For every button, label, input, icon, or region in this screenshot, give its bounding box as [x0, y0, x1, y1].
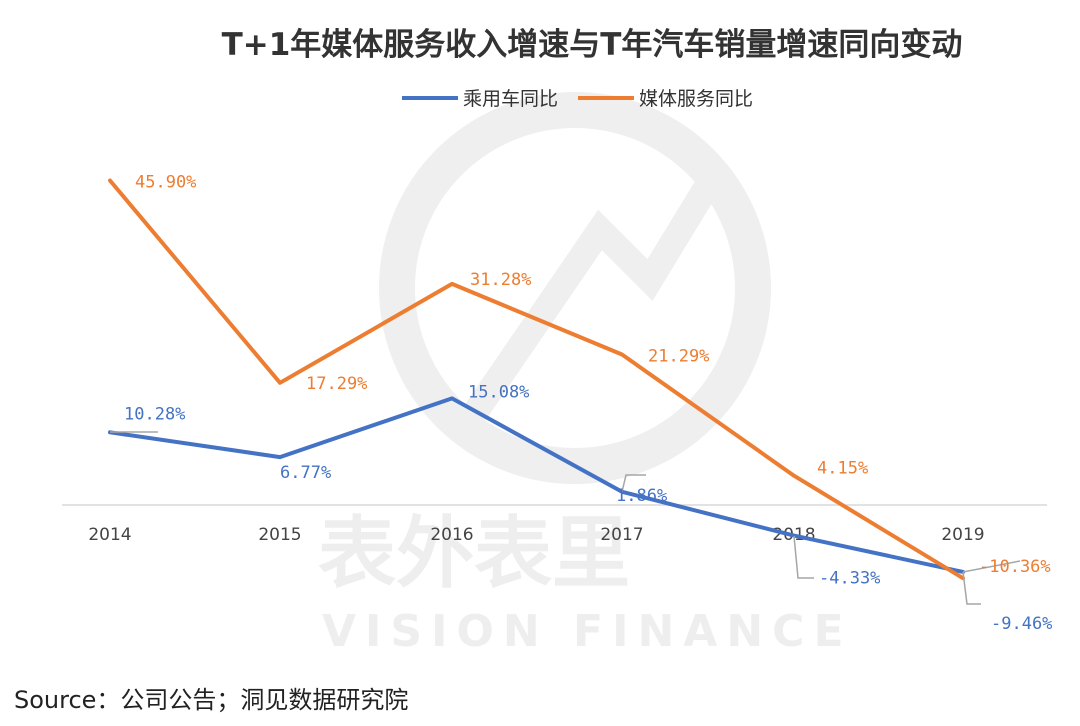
data-label-leader	[962, 560, 1021, 573]
x-tick-label: 2019	[941, 525, 984, 545]
data-label-media-service: 31.28%	[470, 270, 531, 290]
legend-label-passenger-car: 乘用车同比	[463, 88, 558, 110]
watermark-text-cn: 表外表里	[318, 509, 630, 599]
legend: 乘用车同比 媒体服务同比	[402, 88, 753, 110]
data-label-passenger-car: 6.77%	[280, 463, 331, 483]
data-label-media-service: 4.15%	[817, 459, 868, 479]
x-axis-ticks: 2014 2015 2016 2017 2018 2019	[88, 525, 984, 545]
chart-title: T+1年媒体服务收入增速与T年汽车销量增速同向变动	[222, 27, 963, 63]
data-label-passenger-car: 15.08%	[468, 382, 529, 402]
source-note: Source：公司公告；洞见数据研究院	[14, 686, 409, 714]
watermark-arrow-icon	[459, 158, 732, 428]
series-line-media-service	[108, 178, 965, 581]
data-label-passenger-car: 1.86%	[616, 486, 667, 506]
legend-label-media-service: 媒体服务同比	[639, 88, 753, 110]
data-label-media-service: 21.29%	[648, 346, 709, 366]
line-chart: 表外表里 VISION FINANCE T+1年媒体服务收入增速与T年汽车销量增…	[62, 27, 1052, 657]
data-label-leader	[962, 571, 981, 605]
data-label-media-service: 45.90%	[135, 172, 196, 192]
watermark-text-en: VISION FINANCE	[322, 606, 853, 657]
x-tick-label: 2016	[430, 525, 473, 545]
x-tick-label: 2017	[600, 525, 643, 545]
data-label-media-service: 17.29%	[306, 374, 367, 394]
data-labels: 10.28% 6.77% 15.08% 1.86% -4.33% -9.46% 45.90%…	[110, 172, 1052, 634]
data-label-passenger-car: -9.46%	[991, 614, 1052, 634]
series-lines	[108, 178, 965, 581]
data-label-media-service: -10.36%	[979, 557, 1051, 577]
data-label-leader	[621, 474, 646, 493]
data-label-passenger-car: 10.28%	[124, 404, 185, 424]
data-label-passenger-car: -4.33%	[819, 569, 880, 589]
series-line-passenger-car	[108, 396, 965, 574]
x-tick-label: 2015	[258, 525, 301, 545]
data-label-leader	[793, 535, 814, 579]
watermark: 表外表里 VISION FINANCE	[318, 92, 853, 657]
x-tick-label: 2014	[88, 525, 131, 545]
